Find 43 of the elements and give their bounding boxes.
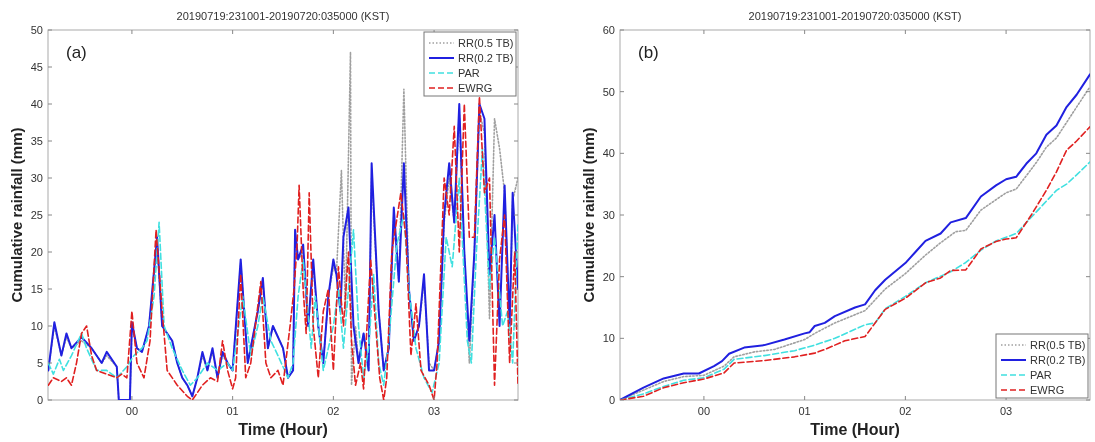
y-tick-label: 15	[30, 283, 43, 295]
annotation: (b)	[638, 43, 659, 62]
y-tick-label: 30	[30, 172, 43, 184]
y-tick-label: 35	[30, 135, 43, 147]
y-tick-label: 0	[608, 394, 615, 406]
chart-title: 20190719:231001-20190720:035000 (KST)	[748, 10, 962, 22]
x-tick-label: 03	[999, 405, 1013, 417]
y-tick-label: 45	[30, 61, 43, 73]
y-tick-label: 25	[30, 209, 43, 221]
x-tick-label: 02	[899, 405, 912, 417]
y-tick-label: 50	[602, 85, 615, 98]
x-tick-label: 01	[226, 405, 239, 417]
x-axis-title: Time (Hour)	[238, 421, 328, 438]
y-tick-label: 30	[602, 209, 615, 221]
y-tick-label: 50	[30, 24, 43, 36]
y-tick-label: 60	[602, 24, 615, 36]
y-axis-title: Cumulative rainfall (mm)	[580, 127, 597, 303]
legend-label: EWRG	[458, 82, 493, 94]
y-tick-label: 10	[602, 332, 615, 345]
x-axis-title: Time (Hour)	[810, 421, 900, 438]
legend-label: PAR	[1030, 369, 1052, 381]
legend-label: EWRG	[1030, 384, 1065, 396]
legend-label: RR(0.2 TB)	[1030, 354, 1086, 366]
legend-label: RR(0.2 TB)	[458, 52, 514, 64]
y-axis-title: Cumulative rainfall (mm)	[8, 127, 25, 303]
x-tick-label: 01	[798, 405, 811, 417]
legend-label: RR(0.5 TB)	[458, 37, 514, 49]
y-tick-label: 40	[30, 98, 43, 110]
legend-label: RR(0.5 TB)	[1030, 339, 1086, 351]
x-tick-label: 02	[327, 405, 340, 417]
y-tick-label: 0	[36, 394, 43, 406]
annotation: (a)	[66, 43, 87, 62]
x-tick-label: 03	[427, 405, 441, 417]
x-tick-label: 00	[125, 405, 139, 417]
line-series	[48, 147, 518, 394]
y-tick-label: 20	[602, 270, 615, 283]
x-tick-label: 00	[697, 405, 711, 417]
y-tick-label: 5	[36, 357, 43, 369]
y-tick-label: 10	[30, 320, 43, 332]
y-tick-label: 40	[602, 147, 615, 160]
legend-label: PAR	[458, 67, 480, 79]
chart-title: 20190719:231001-20190720:035000 (KST)	[176, 10, 390, 22]
y-tick-label: 20	[30, 246, 43, 258]
